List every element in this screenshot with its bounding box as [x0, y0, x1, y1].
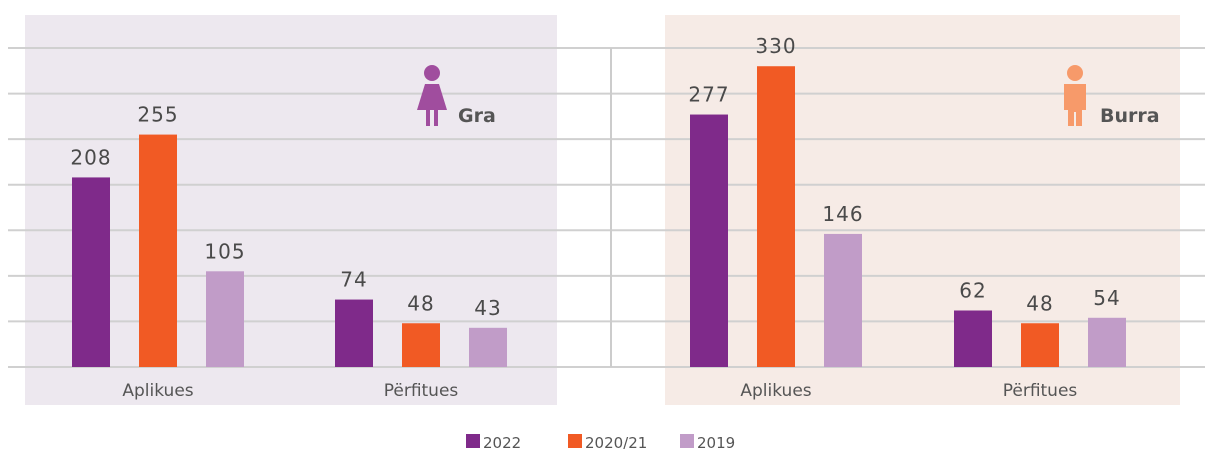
value-label: 255 [137, 103, 178, 127]
bar [206, 271, 244, 367]
x-tick-label: Aplikues [122, 381, 193, 401]
value-label: 62 [959, 278, 986, 302]
value-label: 48 [407, 291, 434, 315]
bar [1088, 317, 1126, 367]
marks: 208 255 105 Aplikues 74 48 43 Përfitues Gra 277 33… [70, 34, 1159, 401]
bar [469, 327, 507, 367]
value-label: 277 [688, 83, 729, 107]
panel-title: Burra [1100, 105, 1160, 127]
x-tick-label: Aplikues [740, 381, 811, 401]
person-icon-head [424, 65, 440, 81]
bar [72, 177, 110, 367]
grid [8, 47, 1205, 368]
value-label: 48 [1026, 291, 1053, 315]
person-icon-body [1064, 84, 1086, 126]
x-tick-label: Përfitues [1003, 381, 1078, 401]
value-label: 330 [755, 34, 796, 58]
bar [690, 114, 728, 367]
legend-label: 2020/21 [585, 434, 647, 449]
backgrounds [25, 15, 1180, 405]
x-tick-label: Përfitues [384, 381, 459, 401]
value-label: 54 [1093, 286, 1120, 310]
value-label: 105 [204, 239, 245, 263]
value-label: 208 [70, 145, 111, 169]
person-icon-body [417, 84, 447, 126]
value-label: 43 [474, 296, 501, 320]
legend-label: 2022 [483, 434, 521, 449]
panel-background [25, 15, 557, 405]
legend-swatch [466, 434, 480, 448]
person-icon-head [1067, 65, 1083, 81]
legend-swatch [568, 434, 582, 448]
bar [1021, 323, 1059, 367]
bar [757, 66, 795, 367]
bar [139, 134, 177, 367]
value-label: 74 [340, 268, 367, 292]
legend-label: 2019 [697, 434, 735, 449]
bar [824, 233, 862, 367]
value-label: 146 [822, 202, 863, 226]
panel-title: Gra [458, 105, 496, 127]
bar [954, 310, 992, 367]
bar [402, 323, 440, 367]
legend-swatch [680, 434, 694, 448]
bar [335, 299, 373, 367]
